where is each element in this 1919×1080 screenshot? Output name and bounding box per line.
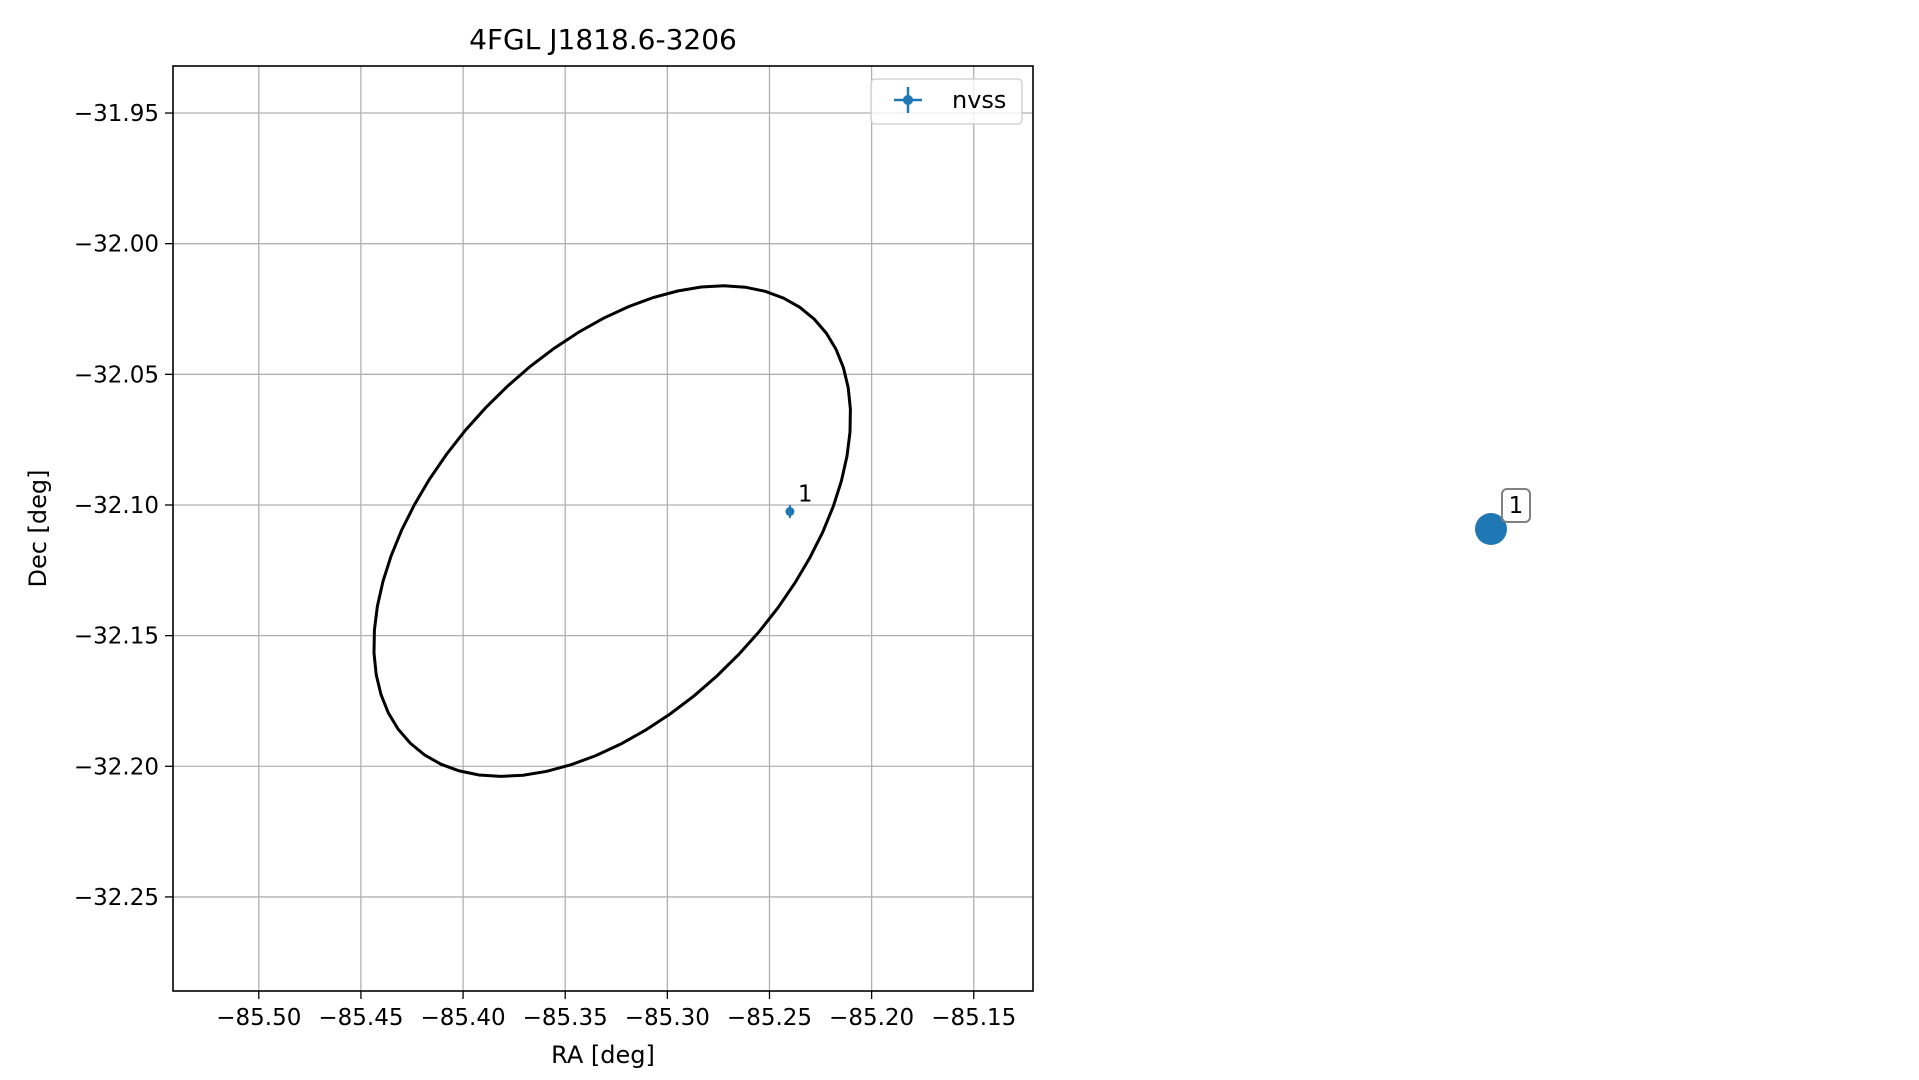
x-tick-label: −85.45 <box>318 1005 403 1031</box>
x-tick-label: −85.20 <box>829 1005 914 1031</box>
data-point-nvss <box>785 507 795 517</box>
x-tick-label: −85.35 <box>523 1005 608 1031</box>
y-tick-label: −32.20 <box>74 754 159 780</box>
legend-label-nvss: nvss <box>952 86 1006 114</box>
x-tick-label: −85.40 <box>421 1005 506 1031</box>
y-tick-label: −32.25 <box>74 885 159 911</box>
y-tick-label: −32.10 <box>74 493 159 519</box>
error-ellipse-layer <box>372 284 852 778</box>
error-ellipse <box>372 284 852 778</box>
side-source-label: 1 <box>1509 493 1524 519</box>
grid <box>173 66 1033 991</box>
legend-marker-dot <box>903 95 913 105</box>
legend-marker-nvss <box>894 87 922 113</box>
chart-title: 4FGL J1818.6-3206 <box>469 23 737 56</box>
legend: nvss <box>870 78 1023 125</box>
x-tick-label: −85.50 <box>216 1005 301 1031</box>
side-source-marker <box>1475 513 1507 545</box>
side-label-box <box>1501 488 1531 523</box>
y-tick-label: −32.05 <box>74 362 159 388</box>
y-tick-label: −31.95 <box>74 101 159 127</box>
point-label: 1 <box>798 482 813 508</box>
y-tick-label: −32.00 <box>74 232 159 258</box>
y-axis-ticks: −31.95 −32.00 −32.05 −32.10 −32.15 −32.20 −32.… <box>74 101 173 911</box>
main-chart: 1 −85.50 −85.45 −85.40 −85.35 −85.30 −85.25 −8… <box>24 23 1034 1069</box>
x-tick-label: −85.25 <box>727 1005 812 1031</box>
x-tick-label: −85.30 <box>625 1005 710 1031</box>
y-axis-label: Dec [deg] <box>24 469 52 587</box>
series-layer: 1 <box>785 482 813 519</box>
x-tick-label: −85.15 <box>931 1005 1016 1031</box>
y-tick-label: −32.15 <box>74 624 159 650</box>
side-chart: 1 <box>1475 488 1531 545</box>
plot-frame <box>172 65 1034 992</box>
x-axis-label: RA [deg] <box>551 1041 655 1069</box>
x-axis-ticks: −85.50 −85.45 −85.40 −85.35 −85.30 −85.25 −85.… <box>216 991 1016 1031</box>
